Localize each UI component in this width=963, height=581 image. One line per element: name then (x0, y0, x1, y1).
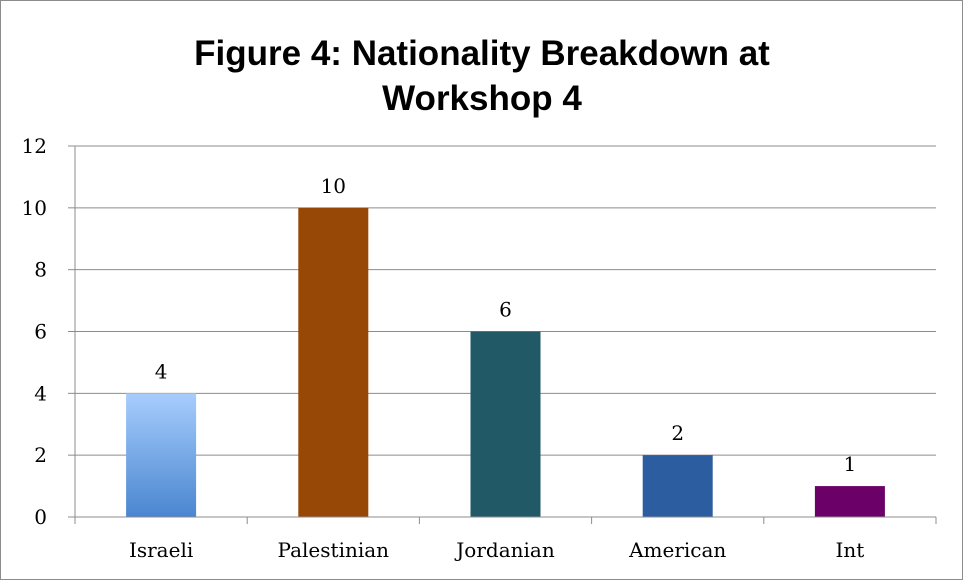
data-label: 6 (499, 298, 512, 322)
y-axis-tick-label: 8 (34, 258, 47, 282)
data-label: 10 (321, 174, 346, 198)
x-axis-category-label: Jordanian (454, 538, 555, 562)
x-axis-category-label: Israeli (129, 538, 193, 562)
bar-jordanian (470, 331, 541, 517)
data-label: 1 (844, 452, 857, 476)
data-labels: 4 10 6 2 1 (155, 174, 857, 476)
data-label: 4 (155, 359, 168, 383)
x-axis (74, 146, 937, 524)
y-axis-tick-label: 10 (22, 196, 47, 220)
chart-title-line-2: Workshop 4 (382, 79, 582, 118)
x-axis-category-label: Palestinian (278, 538, 390, 562)
y-axis-tick-label: 12 (22, 134, 47, 158)
chart-title: Figure 4: Nationality Breakdown at Works… (194, 34, 770, 118)
y-axis-tick-label: 4 (34, 381, 47, 405)
data-label: 2 (671, 421, 684, 445)
x-axis-category-label: American (628, 538, 726, 562)
x-axis-category-label: Int (835, 538, 864, 562)
bar-american (642, 455, 713, 517)
bar-int (814, 486, 885, 517)
chart-title-line-1: Figure 4: Nationality Breakdown at (194, 34, 770, 73)
x-axis-category-labels: Israeli Palestinian Jordanian American Int (129, 538, 864, 562)
y-axis-tick-label: 0 (34, 505, 47, 529)
bar-palestinian (298, 207, 369, 518)
bar-israeli (126, 393, 197, 517)
y-axis-tick-label: 6 (34, 320, 47, 344)
bars (126, 207, 885, 518)
y-axis-tick-labels: 0 2 4 6 8 10 12 (22, 134, 47, 529)
y-axis-tick-label: 2 (34, 443, 47, 467)
